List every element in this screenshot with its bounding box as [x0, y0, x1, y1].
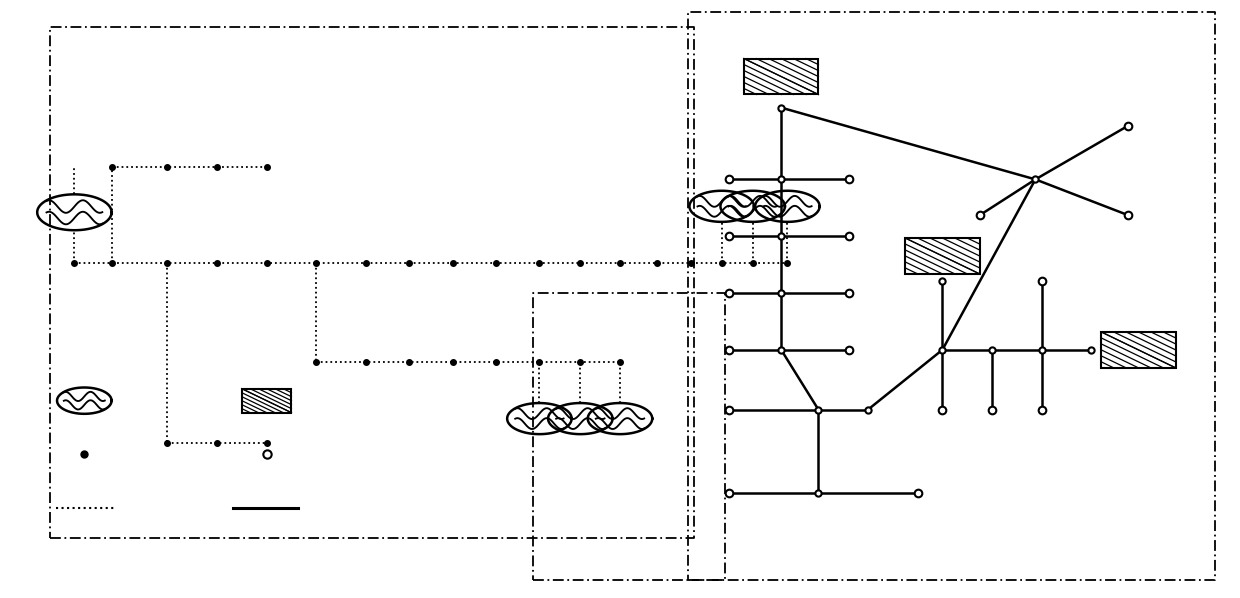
Bar — [905, 238, 980, 274]
Bar — [744, 59, 818, 94]
Bar — [1101, 332, 1176, 368]
Bar — [242, 389, 291, 413]
